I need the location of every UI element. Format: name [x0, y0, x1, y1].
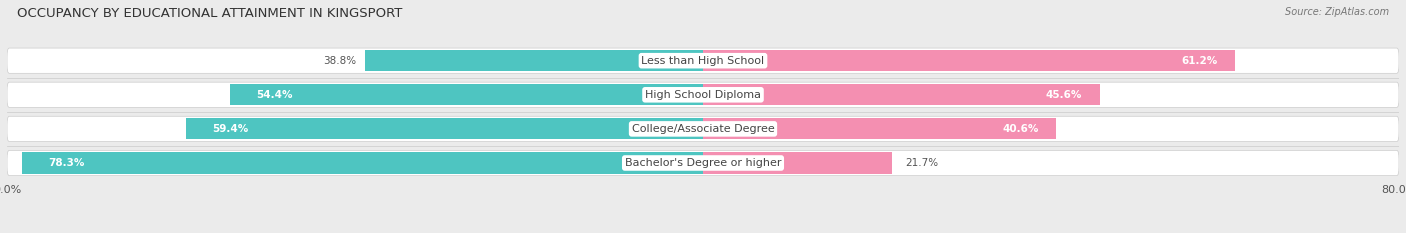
Bar	[703, 84, 1099, 105]
Text: 38.8%: 38.8%	[323, 56, 357, 66]
Bar	[703, 152, 891, 174]
Bar	[703, 50, 1236, 71]
Bar	[22, 152, 703, 174]
Text: High School Diploma: High School Diploma	[645, 90, 761, 100]
Text: 59.4%: 59.4%	[212, 124, 249, 134]
Text: 45.6%: 45.6%	[1046, 90, 1083, 100]
Text: Less than High School: Less than High School	[641, 56, 765, 66]
Text: 61.2%: 61.2%	[1182, 56, 1218, 66]
Bar	[703, 118, 1056, 140]
Text: Bachelor's Degree or higher: Bachelor's Degree or higher	[624, 158, 782, 168]
Text: Source: ZipAtlas.com: Source: ZipAtlas.com	[1285, 7, 1389, 17]
Text: College/Associate Degree: College/Associate Degree	[631, 124, 775, 134]
FancyBboxPatch shape	[7, 116, 1399, 141]
Bar	[186, 118, 703, 140]
FancyBboxPatch shape	[7, 150, 1399, 176]
Bar	[366, 50, 703, 71]
Text: 21.7%: 21.7%	[905, 158, 938, 168]
FancyBboxPatch shape	[7, 82, 1399, 107]
FancyBboxPatch shape	[7, 48, 1399, 73]
Text: 40.6%: 40.6%	[1002, 124, 1039, 134]
Bar	[229, 84, 703, 105]
Text: 78.3%: 78.3%	[48, 158, 84, 168]
Text: OCCUPANCY BY EDUCATIONAL ATTAINMENT IN KINGSPORT: OCCUPANCY BY EDUCATIONAL ATTAINMENT IN K…	[17, 7, 402, 20]
Text: 54.4%: 54.4%	[256, 90, 292, 100]
